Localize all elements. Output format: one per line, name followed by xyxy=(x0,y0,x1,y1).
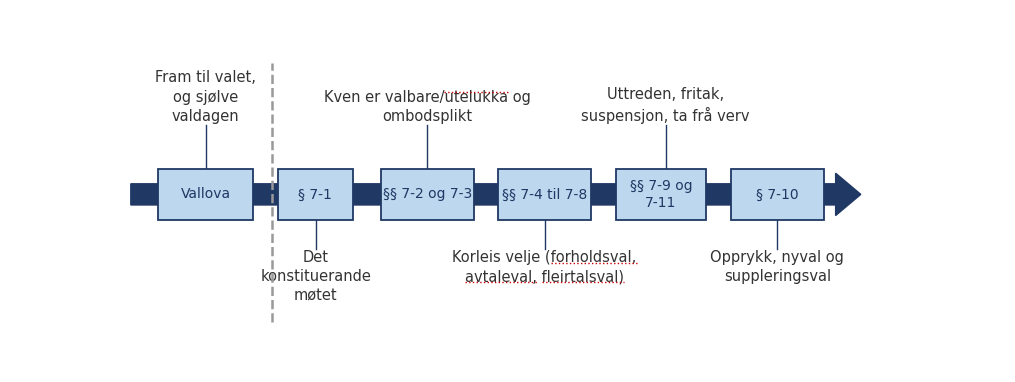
Text: Det
konstituerande
møtet: Det konstituerande møtet xyxy=(260,250,371,304)
Text: Vallova: Vallova xyxy=(181,188,230,201)
FancyArrow shape xyxy=(131,173,861,215)
Text: Kven er valbare/utelukka og
ombodsplikt: Kven er valbare/utelukka og ombodsplikt xyxy=(324,90,531,124)
Text: Uttreden, fritak,
suspensjon, ta frå verv: Uttreden, fritak, suspensjon, ta frå ver… xyxy=(582,87,750,124)
Text: Fram til valet,
og sjølve
valdagen: Fram til valet, og sjølve valdagen xyxy=(155,70,256,124)
Text: § 7-10: § 7-10 xyxy=(756,188,799,201)
FancyBboxPatch shape xyxy=(731,168,824,220)
Text: Opprykk, nyval og
suppleringsval: Opprykk, nyval og suppleringsval xyxy=(710,250,844,285)
FancyBboxPatch shape xyxy=(616,168,705,220)
Text: §§ 7-9 og
7-11: §§ 7-9 og 7-11 xyxy=(629,179,692,210)
Text: § 7-1: § 7-1 xyxy=(298,188,332,201)
FancyBboxPatch shape xyxy=(498,168,591,220)
Text: §§ 7-2 og 7-3: §§ 7-2 og 7-3 xyxy=(383,188,472,201)
Text: Korleis velje (forholdsval,
avtaleval, fleirtalsval): Korleis velje (forholdsval, avtaleval, f… xyxy=(453,250,636,285)
FancyBboxPatch shape xyxy=(278,168,352,220)
Text: §§ 7-4 til 7-8: §§ 7-4 til 7-8 xyxy=(502,188,588,201)
FancyBboxPatch shape xyxy=(158,168,253,220)
FancyBboxPatch shape xyxy=(381,168,474,220)
